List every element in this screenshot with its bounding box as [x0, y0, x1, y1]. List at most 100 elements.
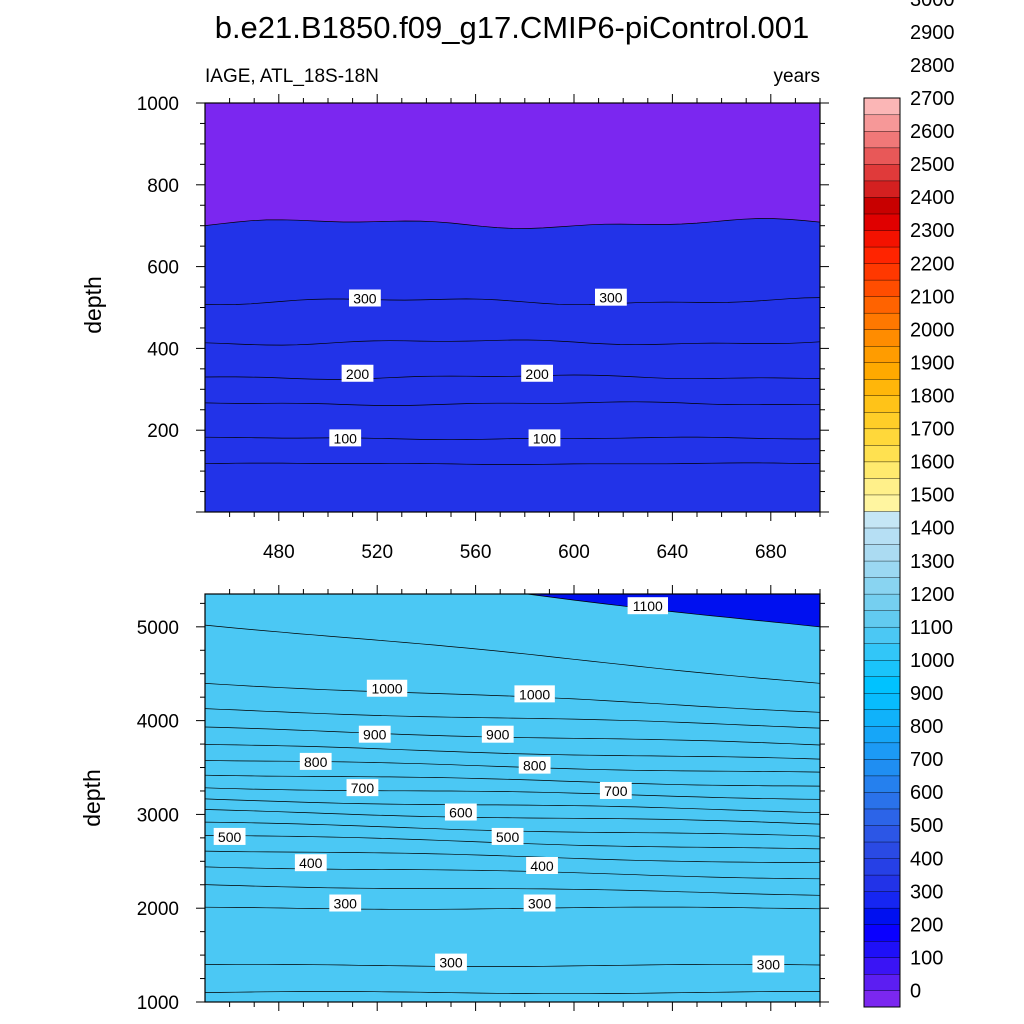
contour-line: [205, 436, 820, 441]
colorbar-cell: [863, 560, 901, 578]
colorbar-label: 3000: [910, 0, 955, 11]
y-tick-label: 2000: [137, 899, 179, 920]
colorbar-cell: [863, 858, 901, 876]
colorbar-cell: [863, 213, 901, 231]
colorbar-cell: [863, 378, 901, 396]
top-right-label: years: [774, 66, 820, 87]
contour-label: 1000: [366, 679, 408, 697]
y-tick-label: 200: [147, 421, 179, 442]
colorbar-cell: [863, 312, 901, 330]
contour-line: [205, 401, 820, 406]
colorbar-cell: [863, 742, 901, 760]
contour-band: [205, 594, 820, 1002]
colorbar-cell: [863, 395, 901, 413]
y-tick-label: 600: [147, 258, 179, 279]
colorbar-cell: [863, 891, 901, 909]
colorbar-cell: [863, 841, 901, 859]
contour-label-box: [491, 827, 524, 845]
colorbar-cell: [863, 196, 901, 215]
contour-line: [205, 462, 820, 465]
colorbar-cell: [863, 130, 901, 149]
colorbar-cell: [863, 329, 901, 347]
contour-label-text: 500: [218, 829, 242, 845]
colorbar-label: 600: [910, 782, 943, 804]
contour-line: [205, 218, 820, 229]
chart-title: b.e21.B1850.f09_g17.CMIP6-piControl.001: [215, 10, 810, 45]
contour-label: 800: [518, 756, 551, 774]
contour-label-box: [481, 725, 514, 743]
contour-label-box: [444, 803, 477, 821]
colorbar-label: 1500: [910, 485, 955, 507]
colorbar-cell: [863, 411, 901, 430]
contour-label-text: 900: [363, 727, 387, 743]
contour-line: [205, 624, 820, 684]
y-tick-label: 3000: [137, 805, 179, 826]
colorbar-cell: [863, 444, 901, 463]
contour-label: 300: [329, 894, 362, 912]
colorbar-cell: [863, 246, 901, 264]
contour-line: [205, 374, 820, 380]
contour-label-box: [349, 289, 381, 307]
contour-line: [205, 297, 820, 306]
contour-line: [205, 884, 820, 896]
contour-label-box: [752, 955, 785, 973]
contour-label: 300: [752, 955, 785, 973]
contour-label: 100: [329, 429, 362, 447]
contour-label-text: 300: [334, 896, 358, 912]
contour-label: 700: [599, 781, 632, 799]
colorbar-cell: [863, 114, 901, 132]
colorbar-cell: [863, 676, 901, 694]
colorbar-label: 2900: [910, 22, 955, 44]
colorbar-label: 2100: [910, 286, 955, 308]
colorbar-cell: [863, 659, 901, 677]
y-tick-label: 4000: [137, 712, 179, 733]
colorbar-label: 300: [910, 881, 943, 903]
colorbar-cell: [863, 610, 901, 628]
colorbar-label: 400: [910, 848, 943, 870]
colorbar-label: 900: [910, 683, 943, 705]
contour-line: [524, 594, 820, 628]
contour-label-text: 1000: [371, 681, 402, 697]
colorbar-cell: [863, 263, 901, 281]
contour-label-text: 200: [346, 366, 370, 382]
colorbar-label: 200: [910, 914, 943, 936]
contour-label-text: 700: [351, 780, 375, 796]
contour-line: [205, 683, 820, 713]
colorbar-cell: [863, 428, 901, 446]
colorbar-cell: [863, 758, 901, 777]
colorbar-label: 700: [910, 749, 943, 771]
colorbar-cell: [863, 180, 901, 198]
colorbar-label: 2500: [910, 154, 955, 176]
contour-label-text: 100: [334, 430, 358, 446]
contour-label-text: 600: [449, 805, 473, 821]
colorbar-label: 1900: [910, 352, 955, 374]
x-tick-label: 640: [657, 542, 689, 563]
contour-label-text: 1100: [633, 598, 663, 614]
colorbar-label: 2300: [910, 220, 955, 242]
contour-label-box: [299, 752, 332, 770]
contour-label-box: [213, 827, 246, 845]
colorbar-cell: [863, 362, 901, 380]
colorbar-cell: [863, 791, 901, 810]
contour-label-box: [294, 854, 327, 872]
colorbar-label: 2200: [910, 253, 955, 275]
colorbar-cell: [863, 709, 901, 727]
contour-label: 100: [528, 429, 561, 447]
colorbar-cell: [863, 527, 901, 545]
contour-label: 900: [481, 725, 514, 743]
colorbar-label: 2700: [910, 88, 955, 110]
colorbar-cell: [863, 775, 901, 793]
contour-label-box: [435, 953, 467, 971]
contour-label: 800: [299, 752, 332, 770]
contour-label-text: 900: [486, 727, 510, 743]
contour-label-text: 800: [304, 754, 328, 770]
contour-label: 300: [435, 953, 467, 971]
contour-label-box: [595, 288, 627, 306]
y-tick-label: 1000: [137, 993, 179, 1014]
colorbar-cell: [863, 147, 901, 165]
colorbar-label: 500: [910, 815, 943, 837]
colorbar-label: 100: [910, 947, 943, 969]
colorbar: 0 100 200 300 400 500 600 700 800 900 1000 1100 1200…: [863, 0, 955, 1008]
contour-line: [205, 991, 820, 995]
colorbar-cell: [863, 692, 901, 711]
